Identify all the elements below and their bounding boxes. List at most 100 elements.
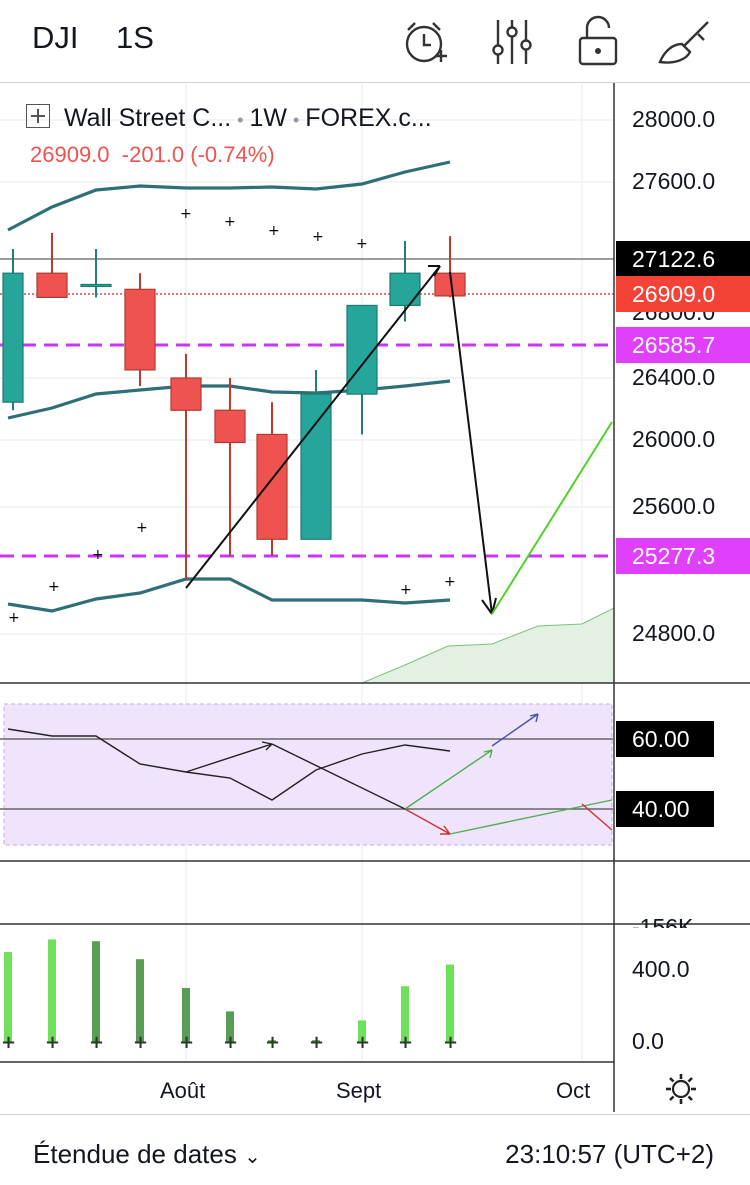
upper-band-line	[7, 160, 451, 232]
symbol-button[interactable]: DJI	[32, 20, 79, 55]
volume-marker: +	[89, 1032, 104, 1053]
date-range-label: Étendue de dates	[33, 1139, 237, 1169]
volume-bars: + + + + + + + + + + +	[1, 939, 458, 1053]
alarm-add-icon[interactable]	[398, 14, 454, 70]
price-tick-label: 26400.0	[632, 364, 716, 390]
sar-dots: + + + + + + + + + + +	[8, 206, 456, 626]
volume-marker: +	[133, 1032, 148, 1053]
volume-bar	[446, 964, 454, 1042]
sar-dot: +	[268, 223, 280, 239]
sar-dot: +	[8, 610, 20, 626]
volume-bar	[48, 939, 56, 1042]
time-tick-label: Août	[160, 1078, 206, 1103]
volume-tick-label: 400.0	[632, 956, 690, 982]
candle-body	[214, 409, 246, 444]
candle-body	[36, 272, 68, 298]
candle-body	[124, 288, 156, 371]
indicators-icon[interactable]	[484, 14, 540, 70]
top-toolbar: DJI 1S	[0, 0, 750, 83]
volume-marker: +	[179, 1032, 194, 1053]
oscillator-line	[7, 728, 451, 801]
legend-change: -201.0	[121, 142, 185, 167]
candle	[170, 353, 202, 580]
price-badge: 27122.6	[616, 241, 750, 277]
sar-dot: +	[400, 582, 412, 598]
date-range-button[interactable]: Étendue de dates ⌄	[33, 1139, 261, 1170]
chart-canvas[interactable]: + + + + + + + + + + + + + + + + + + + + + +	[0, 83, 750, 1113]
sar-dot: +	[444, 574, 456, 590]
price-badge: 26909.0	[616, 276, 750, 312]
price-tick-label: 27600.0	[632, 168, 716, 194]
bottom-bar: Étendue de dates ⌄ 23:10:57 (UTC+2)	[0, 1114, 750, 1185]
price-badge: 26585.7	[616, 327, 750, 363]
candle	[256, 402, 288, 556]
sar-dot: +	[356, 236, 368, 252]
chevron-down-icon: ⌄	[244, 1146, 261, 1168]
volume-marker: +	[223, 1032, 238, 1053]
volume-bar	[312, 1040, 320, 1042]
volume-bar	[182, 988, 190, 1042]
sar-dot: +	[312, 229, 324, 245]
volume-bar	[92, 941, 100, 1042]
price-tick-label: 26000.0	[632, 426, 716, 452]
candle-body	[170, 377, 202, 411]
candle	[80, 249, 112, 298]
lock-icon[interactable]	[572, 14, 628, 70]
legend-source: FOREX.c...	[305, 104, 432, 132]
candle	[346, 304, 378, 435]
sar-dot: +	[48, 579, 60, 595]
sar-dot: +	[136, 520, 148, 536]
volume-bar	[358, 1020, 366, 1042]
volume-bar	[401, 986, 409, 1042]
candle	[300, 369, 332, 540]
candle-body	[346, 304, 378, 395]
volume-bar	[226, 1011, 234, 1042]
settings-gear-icon[interactable]	[664, 1072, 698, 1106]
legend-interval: 1W	[249, 104, 287, 132]
oscillator-level-badge: 60.00	[616, 721, 714, 757]
volume-marker: +	[309, 1032, 324, 1053]
lower-band-line	[7, 577, 451, 613]
oscillator-level-badge: 40.00	[616, 791, 714, 827]
volume-bar	[136, 959, 144, 1042]
legend-last: 26909.0	[30, 142, 110, 167]
price-badge: 25277.3	[616, 538, 750, 574]
drawing-arrows[interactable]	[185, 265, 613, 615]
legend-name: Wall Street C...	[64, 104, 232, 132]
volume-bar	[4, 952, 12, 1042]
volume-marker: +	[45, 1032, 60, 1053]
sar-dot: +	[180, 206, 192, 222]
legend-change-pct: (-0.74%)	[190, 142, 275, 167]
volume-tick-label: -156K	[632, 914, 694, 928]
candle-body	[2, 272, 24, 403]
volume-marker: +	[265, 1032, 280, 1053]
chart-legend[interactable]: Wall Street C... • 1W • FOREX.c...	[26, 104, 432, 133]
sar-dot: +	[224, 214, 236, 230]
separator-dot: •	[237, 110, 244, 130]
sar-dot: +	[92, 547, 104, 563]
candle-body	[80, 283, 112, 288]
candle-body	[256, 433, 288, 540]
candle-body	[300, 393, 332, 540]
volume-bar	[268, 1040, 276, 1042]
add-indicator-icon[interactable]	[26, 104, 50, 128]
candle	[2, 249, 24, 411]
price-tick-label: 28000.0	[632, 106, 716, 132]
legend-price: 26909.0 -201.0 (-0.74%)	[30, 142, 275, 168]
clock-label[interactable]: 23:10:57 (UTC+2)	[505, 1139, 714, 1169]
candle	[124, 273, 156, 387]
time-tick-label: Sept	[336, 1078, 382, 1103]
volume-marker: +	[1, 1032, 16, 1053]
candle	[214, 378, 246, 556]
volume-marker: +	[355, 1032, 370, 1053]
separator-dot: •	[292, 110, 300, 130]
candle	[36, 232, 68, 298]
time-tick-label: Oct	[556, 1078, 591, 1103]
price-tick-label: 25600.0	[632, 493, 716, 519]
price-tick-label: 24800.0	[632, 620, 716, 646]
interval-button[interactable]: 1S	[116, 20, 154, 55]
drawing-brush-icon[interactable]	[656, 14, 712, 70]
volume-tick-label: 0.0	[632, 1028, 664, 1054]
candle	[389, 240, 421, 322]
candle-body	[389, 272, 421, 307]
